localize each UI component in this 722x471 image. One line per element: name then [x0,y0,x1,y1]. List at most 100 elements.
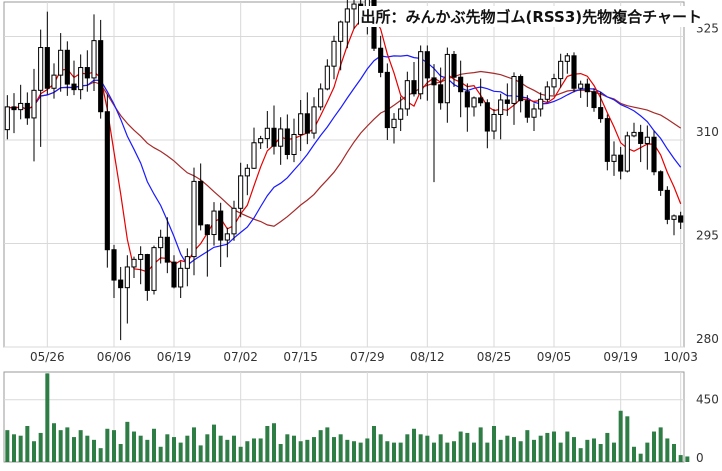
candle-up [551,78,557,88]
volume-bar [632,446,636,462]
candle-down [284,128,290,155]
candle-up [191,180,197,258]
volume-bar [312,437,316,462]
volume-bar [305,439,310,462]
candle-up [631,131,637,137]
candle-up [291,133,297,155]
volume-bar [145,439,150,462]
x-tick-label: 06/19 [157,350,192,364]
candle-up [611,154,617,162]
volume-bar [552,431,556,462]
volume-bar [172,437,176,462]
volume-bar [198,445,203,462]
candle-up [184,256,190,269]
candle-up [138,254,144,260]
volume-bar [418,434,423,462]
volume-bar [432,442,436,462]
volume-bar [292,435,296,462]
volume-bar [218,435,223,462]
volume-bar [158,446,163,462]
volume-bar [625,416,630,462]
candle-up [158,236,164,249]
volume-bar [258,438,263,462]
x-tick-label: 09/05 [537,350,572,364]
x-tick-label: 07/02 [223,350,258,364]
candle-up [538,98,544,110]
candle-up [351,3,357,10]
x-tick-label: 06/06 [97,350,132,364]
volume-bar [98,448,103,462]
candle-up [264,127,270,140]
candle-down [304,113,310,134]
candle-down [384,71,390,129]
candle-down [64,49,70,85]
candle-up [31,89,37,119]
volume-bar [112,430,116,462]
volume-bar [672,444,676,462]
volume-bar [205,434,210,462]
candle-up [564,55,570,62]
volume-tick-label: 450 [696,393,719,407]
candle-up [671,215,677,220]
x-axis-ticks: 05/26 06/06 06/19 07/02 07/15 07/29 08/12 08/25… [30,350,698,364]
candle-down [424,51,430,79]
ma-long-line [7,70,682,227]
candle-up [544,86,550,100]
candle-down [24,102,30,119]
volume-plot-frame [3,371,685,463]
volume-bar [638,453,643,462]
candle-up [151,247,157,291]
volume-bar [185,435,190,462]
volume-bar [352,441,356,462]
volume-bar [565,431,570,462]
volume-bar [465,432,470,462]
candle-down [484,102,490,132]
volume-bar-layer [5,373,690,462]
candle-up [78,67,84,91]
volume-bar [652,431,656,462]
candle-down [524,100,530,118]
candle-up [258,138,264,144]
candle-down [98,40,104,113]
volume-bar [518,441,523,462]
candle-up [18,102,24,111]
volume-bar [378,434,383,462]
volume-bar [165,434,170,462]
candle-down [271,127,277,147]
volume-bar [85,435,90,462]
volume-bar [445,442,450,462]
candle-up [498,99,504,115]
candle-down [678,215,684,223]
volume-bar [585,439,590,462]
volume-bar [478,427,483,462]
candle-down [218,210,224,241]
candle-down [44,47,50,89]
volume-bar [532,439,536,462]
volume-bar [345,439,350,462]
y-tick-label: 280 [696,332,719,346]
candle-up [278,128,284,147]
volume-bar [572,437,576,462]
candle-down [638,131,644,144]
volume-bar [132,431,136,462]
candle-down [464,91,470,108]
volume-bar [325,427,330,462]
candle-down [504,99,510,104]
candle-up [4,106,10,131]
candle-down [651,136,657,173]
volume-bar [65,427,70,462]
volume-bar [225,439,230,462]
volume-bar [412,428,416,462]
x-tick-label: 08/12 [410,350,445,364]
candle-up [324,65,330,90]
volume-bar [452,441,456,462]
volume-bar [538,435,543,462]
candle-up [624,135,630,172]
volume-bar [272,423,276,462]
volume-bar [358,442,363,462]
candle-down [164,236,170,263]
y-tick-label: 310 [696,125,719,139]
volume-bar [678,455,683,462]
volume-bar [658,427,663,462]
